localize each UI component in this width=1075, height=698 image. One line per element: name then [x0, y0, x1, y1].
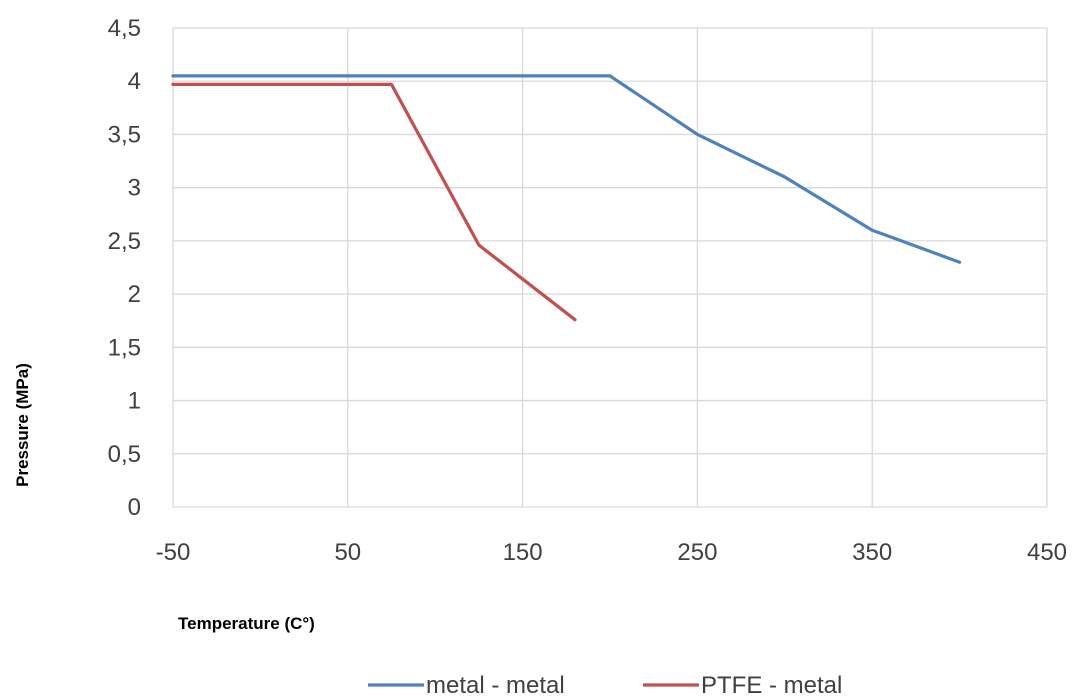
y-axis-title: Pressure (MPa)	[13, 363, 32, 487]
legend: metal - metal PTFE - metal	[368, 672, 842, 698]
y-tick-label: 3,5	[108, 121, 141, 148]
y-tick-label: 1	[128, 388, 141, 415]
y-tick-label: 2,5	[108, 228, 141, 255]
y-tick-label: 4,5	[108, 15, 141, 42]
y-tick-label: 0,5	[108, 441, 141, 468]
y-tick-label: 3	[128, 175, 141, 202]
legend-label: metal - metal	[426, 672, 565, 698]
y-tick-label: 4	[128, 68, 141, 95]
grid-lines	[172, 27, 1048, 508]
x-tick-label: 250	[677, 539, 717, 566]
x-tick-label: 150	[503, 539, 543, 566]
x-tick-label: 350	[852, 539, 892, 566]
x-tick-label: 450	[1027, 539, 1067, 566]
x-axis-tick-labels: -50 50 150 250 350 450	[156, 539, 1067, 566]
x-tick-label: 50	[334, 539, 361, 566]
series-line-metal-metal	[171, 74, 962, 264]
x-axis-title: Temperature (C°)	[178, 614, 315, 633]
legend-label: PTFE - metal	[701, 672, 842, 698]
series-line-ptfe-metal	[171, 82, 577, 322]
series-lines	[171, 74, 962, 322]
y-tick-label: 1,5	[108, 334, 141, 361]
x-tick-label: -50	[156, 539, 191, 566]
y-tick-label: 2	[128, 281, 141, 308]
y-tick-label: 0	[128, 494, 141, 521]
y-axis-tick-labels: 0 0,5 1 1,5 2 2,5 3 3,5 4 4,5	[108, 15, 141, 521]
